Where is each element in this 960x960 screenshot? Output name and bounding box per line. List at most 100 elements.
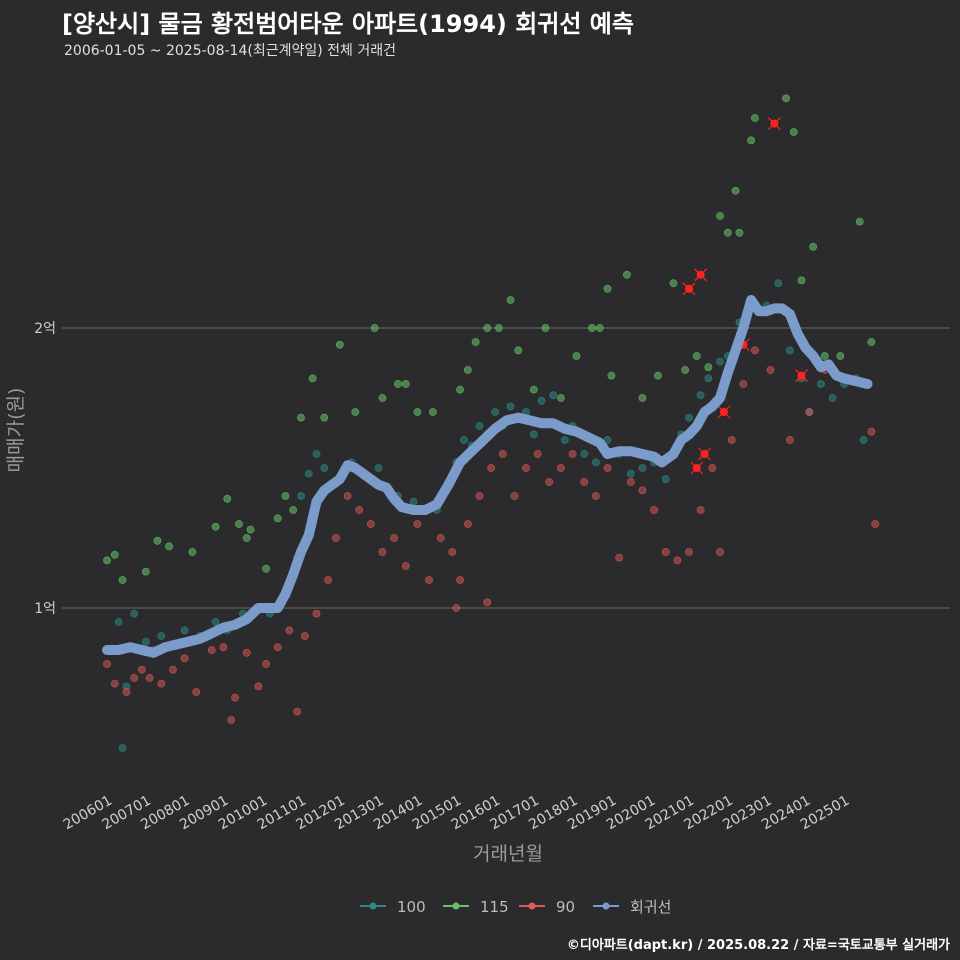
x-axis-ticks: 2006012007012008012009012010012011012012… bbox=[61, 793, 852, 834]
data-point-115 bbox=[273, 514, 282, 523]
data-point-90 bbox=[285, 626, 294, 635]
data-point-90 bbox=[192, 688, 201, 696]
data-point-115 bbox=[716, 212, 724, 220]
data-point-115 bbox=[692, 352, 701, 360]
data-point-90 bbox=[332, 534, 340, 542]
legend-label: 100 bbox=[397, 898, 426, 916]
data-point-90 bbox=[498, 450, 507, 458]
data-point-100 bbox=[130, 609, 139, 618]
data-point-115 bbox=[529, 385, 538, 394]
data-point-115 bbox=[413, 408, 422, 416]
legend-swatch-dot bbox=[602, 902, 610, 910]
data-point-100 bbox=[704, 374, 713, 383]
data-point-90 bbox=[324, 576, 333, 584]
data-point-115 bbox=[506, 296, 515, 304]
data-point-115 bbox=[789, 128, 798, 136]
data-point-115 bbox=[747, 136, 755, 145]
data-point-90 bbox=[727, 436, 736, 444]
data-point-100 bbox=[141, 637, 150, 646]
data-point-90 bbox=[463, 520, 472, 528]
data-point-90 bbox=[413, 520, 422, 528]
data-point-90 bbox=[867, 427, 876, 436]
data-point-90 bbox=[355, 506, 364, 514]
data-point-90 bbox=[739, 380, 748, 388]
data-point-90 bbox=[533, 450, 542, 458]
data-point-100 bbox=[118, 744, 127, 752]
data-point-115 bbox=[394, 380, 402, 388]
data-point-115 bbox=[541, 324, 550, 332]
data-point-90 bbox=[448, 548, 457, 556]
data-point-115 bbox=[320, 413, 329, 422]
data-point-100 bbox=[591, 458, 600, 467]
data-point-90 bbox=[227, 716, 236, 724]
data-point-115 bbox=[514, 346, 523, 355]
data-point-90 bbox=[580, 478, 589, 486]
data-point-90 bbox=[568, 450, 577, 458]
data-point-115 bbox=[471, 338, 480, 346]
data-point-100 bbox=[685, 413, 693, 422]
grid-lines bbox=[62, 327, 950, 609]
data-point-115 bbox=[378, 394, 387, 402]
highlight-marker bbox=[767, 117, 781, 131]
data-point-90 bbox=[475, 492, 484, 500]
credit-text: ©디아파트(dapt.kr) / 2025.08.22 / 자료=국토교통부 실… bbox=[566, 938, 950, 953]
data-point-90 bbox=[293, 707, 302, 716]
data-point-90 bbox=[716, 548, 724, 556]
data-point-115 bbox=[463, 366, 472, 374]
highlight-marker bbox=[690, 461, 704, 475]
legend-label: 90 bbox=[556, 898, 575, 916]
data-point-115 bbox=[494, 324, 503, 332]
data-point-100 bbox=[560, 436, 569, 444]
legend-swatch-dot bbox=[452, 902, 460, 910]
data-point-90 bbox=[145, 674, 154, 682]
chart-subtitle: 2006-01-05 ~ 2025-08-14(최근계약일) 전체 거래건 bbox=[64, 43, 396, 59]
data-point-115 bbox=[603, 284, 612, 293]
data-point-90 bbox=[436, 534, 445, 542]
data-point-115 bbox=[704, 363, 713, 372]
data-point-100 bbox=[696, 391, 705, 400]
data-point-90 bbox=[708, 464, 717, 472]
data-point-115 bbox=[557, 394, 565, 402]
data-point-100 bbox=[506, 402, 515, 411]
data-point-90 bbox=[122, 688, 131, 696]
data-point-115 bbox=[308, 374, 317, 383]
scatter-points bbox=[103, 94, 880, 752]
data-point-115 bbox=[188, 548, 197, 556]
data-point-90 bbox=[661, 548, 670, 556]
data-point-90 bbox=[378, 548, 387, 556]
data-point-115 bbox=[351, 408, 360, 416]
data-point-100 bbox=[638, 464, 647, 472]
data-point-115 bbox=[429, 408, 437, 416]
legend-swatch-dot bbox=[369, 902, 377, 910]
data-point-100 bbox=[716, 357, 724, 366]
data-point-90 bbox=[110, 679, 119, 688]
data-point-90 bbox=[638, 486, 647, 495]
data-point-115 bbox=[401, 380, 410, 388]
data-point-90 bbox=[425, 576, 433, 584]
data-point-90 bbox=[673, 556, 682, 565]
data-point-115 bbox=[141, 567, 150, 576]
data-point-90 bbox=[766, 366, 775, 374]
data-point-115 bbox=[289, 506, 298, 514]
data-point-100 bbox=[859, 436, 868, 444]
data-point-115 bbox=[867, 338, 876, 346]
data-point-90 bbox=[522, 464, 530, 472]
data-point-115 bbox=[820, 352, 829, 360]
data-point-100 bbox=[626, 469, 635, 478]
data-point-90 bbox=[603, 464, 612, 472]
highlight-marker bbox=[698, 447, 711, 461]
data-point-115 bbox=[370, 324, 379, 332]
data-point-100 bbox=[529, 430, 538, 439]
data-point-90 bbox=[696, 506, 705, 514]
data-point-115 bbox=[623, 270, 631, 279]
data-point-100 bbox=[157, 632, 166, 640]
data-point-115 bbox=[638, 394, 647, 402]
data-point-115 bbox=[723, 228, 732, 237]
highlight-marker bbox=[694, 268, 708, 282]
data-point-115 bbox=[595, 324, 604, 332]
y-axis-ticks: 1억 2억 bbox=[34, 321, 56, 617]
data-point-100 bbox=[537, 396, 546, 405]
data-point-90 bbox=[751, 346, 759, 355]
data-point-100 bbox=[491, 408, 499, 416]
data-point-90 bbox=[138, 665, 146, 674]
